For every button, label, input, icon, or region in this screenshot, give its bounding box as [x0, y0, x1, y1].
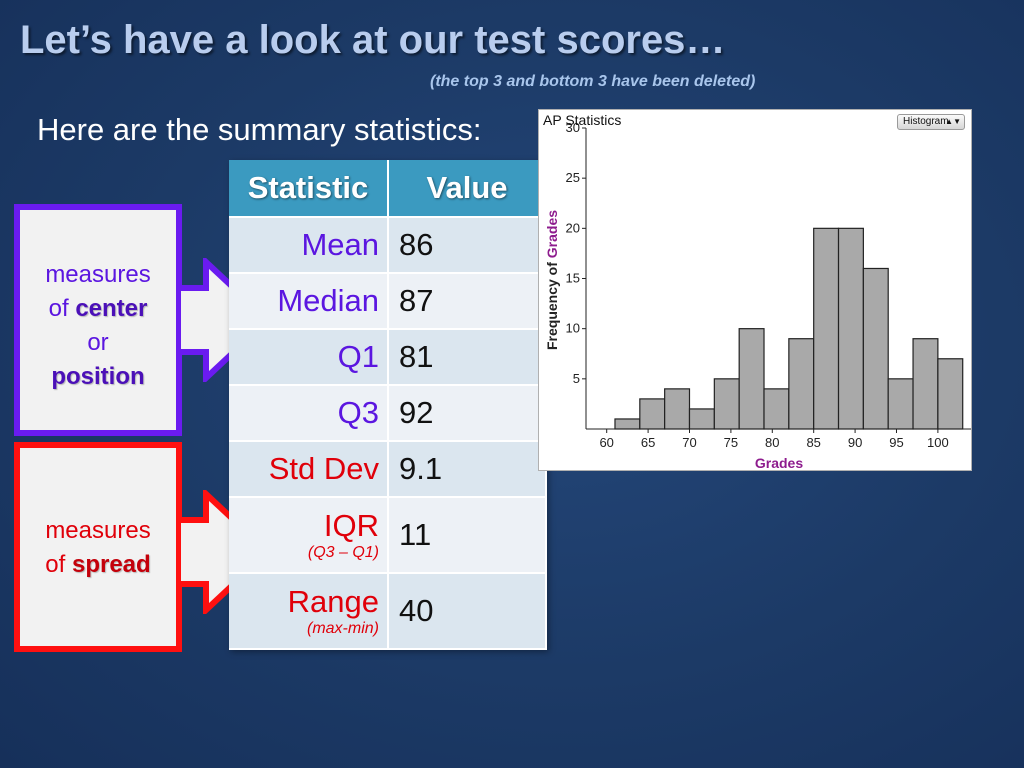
table-row: Mean 86 — [229, 217, 547, 274]
table-row: Std Dev 9.1 — [229, 441, 547, 498]
table-header-row: Statistic Value — [229, 160, 547, 218]
x-tick-label: 60 — [599, 435, 613, 450]
x-tick-label: 75 — [724, 435, 738, 450]
histogram-bar — [614, 418, 641, 430]
stat-value-iqr: 11 — [388, 497, 547, 574]
histogram-bar — [813, 227, 840, 430]
histogram-panel: 5 10 15 20 25 30 60 65 70 75 80 85 90 95 100 Grades Freq… — [538, 109, 972, 471]
stat-value-std-dev: 9.1 — [388, 441, 547, 498]
histogram-bar — [887, 378, 914, 430]
y-tick-label: 10 — [566, 321, 580, 336]
histogram-bar — [937, 358, 964, 430]
stat-label-range: Range (max-min) — [229, 573, 389, 650]
stat-value-range: 40 — [388, 573, 547, 650]
center-box-line4: position — [20, 360, 176, 394]
center-measures-box: measures of center or position — [14, 204, 182, 436]
histogram-bar — [912, 338, 939, 430]
stat-value-q1: 81 — [388, 329, 547, 386]
stat-label-q1: Q1 — [229, 329, 389, 386]
spread-box-line2: of spread — [45, 551, 151, 578]
x-axis-label: Grades — [755, 455, 803, 471]
y-tick-label: 30 — [566, 120, 580, 135]
table-row: Range (max-min) 40 — [229, 573, 547, 650]
center-box-line1: measures — [45, 261, 151, 288]
stat-label-q3: Q3 — [229, 385, 389, 442]
header-statistic: Statistic — [229, 160, 389, 218]
stat-label-mean: Mean — [229, 217, 389, 274]
slide-title: Let’s have a look at our test scores… — [20, 18, 726, 62]
x-tick-label: 80 — [765, 435, 779, 450]
table-row: Median 87 — [229, 273, 547, 330]
range-note: (max-min) — [307, 620, 379, 637]
intro-text: Here are the summary statistics: — [37, 112, 482, 147]
header-value: Value — [388, 160, 547, 218]
table-row: Q3 92 — [229, 385, 547, 442]
x-tick-label: 90 — [848, 435, 862, 450]
y-axis-label: Frequency of Grades — [544, 210, 560, 350]
spread-box-line1: measures — [45, 517, 151, 544]
spread-measures-box: measures of spread — [14, 442, 182, 652]
chart-app-title: AP Statistics — [543, 112, 622, 128]
center-box-line3: or — [87, 329, 109, 356]
iqr-note: (Q3 – Q1) — [307, 544, 379, 561]
y-tick-label: 15 — [566, 271, 580, 286]
table-row: IQR (Q3 – Q1) 11 — [229, 497, 547, 574]
histogram-bar — [738, 328, 765, 430]
y-tick-label: 25 — [566, 170, 580, 185]
center-keyword: center — [75, 295, 148, 322]
summary-stats-table: Statistic Value Mean 86 Median 87 Q1 81 … — [229, 160, 547, 650]
stat-value-q3: 92 — [388, 385, 547, 442]
x-tick-label: 70 — [682, 435, 696, 450]
x-tick-label: 85 — [806, 435, 820, 450]
histogram-bar — [837, 227, 864, 430]
x-tick-label: 100 — [927, 435, 949, 450]
histogram-bar — [664, 388, 691, 430]
position-keyword: position — [51, 363, 145, 390]
y-tick-label: 5 — [573, 371, 580, 386]
stat-value-median: 87 — [388, 273, 547, 330]
stat-label-iqr: IQR (Q3 – Q1) — [229, 497, 389, 574]
histogram-bar — [688, 408, 715, 430]
histogram-bar — [713, 378, 740, 430]
histogram-chart: 5 10 15 20 25 30 60 65 70 75 80 85 90 95 100 Grades Freq… — [544, 120, 971, 471]
stat-label-median: Median — [229, 273, 389, 330]
center-box-line2: of center — [48, 295, 148, 322]
chart-type-label: Histogram — [903, 116, 949, 127]
updown-chevron-icon: ▲▼ — [945, 117, 961, 126]
histogram-bar — [788, 338, 815, 430]
y-tick-label: 20 — [566, 220, 580, 235]
stat-label-std-dev: Std Dev — [229, 441, 389, 498]
stat-value-mean: 86 — [388, 217, 547, 274]
x-tick-label: 95 — [889, 435, 903, 450]
x-tick-label: 65 — [641, 435, 655, 450]
histogram-bar — [639, 398, 666, 430]
slide-subtitle: (the top 3 and bottom 3 have been delete… — [430, 73, 756, 90]
histogram-bar — [763, 388, 790, 430]
table-row: Q1 81 — [229, 329, 547, 386]
chart-type-dropdown[interactable]: Histogram ▲▼ — [897, 114, 965, 130]
spread-keyword: spread — [71, 551, 151, 578]
histogram-bar — [862, 267, 889, 430]
